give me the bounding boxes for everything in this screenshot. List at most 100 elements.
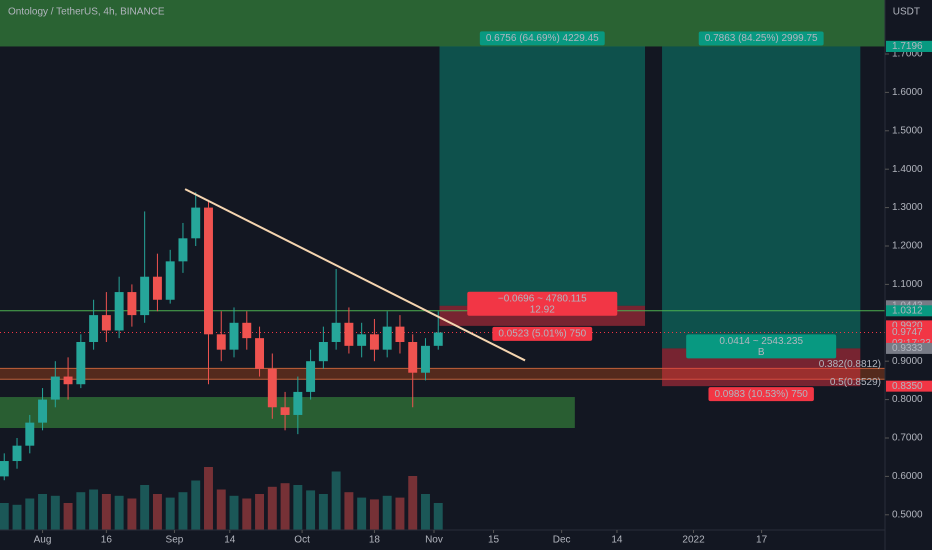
- volume-bar: [140, 485, 150, 530]
- stop-label: 0.0523 (5.01%) 750: [498, 329, 586, 340]
- symbol-header: Ontology / TetherUS, 4h, BINANCE: [8, 7, 165, 18]
- candle-body: [408, 341, 418, 373]
- candle-body: [357, 334, 367, 346]
- x-tick-label: Nov: [425, 535, 443, 546]
- y-tick-label: 0.6000: [892, 471, 923, 482]
- y-tick-label: 0.9000: [892, 356, 923, 367]
- y-tick-label: 1.2000: [892, 241, 923, 252]
- volume-bar: [280, 483, 290, 530]
- candle-body: [89, 315, 99, 342]
- candle-body: [331, 322, 341, 342]
- price-label: 0.9920: [892, 321, 923, 332]
- x-tick-label: Oct: [294, 535, 310, 546]
- volume-bar: [255, 494, 265, 530]
- candle-body: [229, 322, 239, 350]
- volume-bar: [216, 489, 226, 530]
- currency-label: USDT: [893, 7, 920, 18]
- volume-bar: [395, 497, 405, 530]
- price-label-box: [886, 380, 932, 392]
- volume-bar: [76, 492, 86, 530]
- volume-bar: [318, 494, 328, 530]
- candle-body: [63, 376, 73, 385]
- candle-body: [433, 332, 443, 346]
- candle-body: [101, 315, 111, 331]
- fib-label: 0.382(0.8812): [819, 359, 881, 370]
- candle-body: [382, 326, 392, 350]
- x-tick-label: Dec: [553, 535, 571, 546]
- x-tick-label: 18: [369, 535, 381, 546]
- position-target-zone: [662, 46, 861, 349]
- volume-bar: [152, 494, 162, 530]
- y-tick-label: 1.1000: [892, 279, 923, 290]
- volume-bar: [408, 476, 418, 530]
- volume-bar: [101, 494, 111, 530]
- plot-area: 0.382(0.8812) 0.5(0.8529) 0.6756 (64.69%) …: [0, 0, 885, 530]
- volume-bar: [50, 495, 60, 530]
- volume-bar: [369, 499, 379, 530]
- volume-bar: [0, 503, 9, 530]
- volume-bar: [433, 503, 443, 530]
- price-label: 0.9747: [892, 327, 923, 338]
- candle-body: [178, 238, 188, 262]
- y-tick-label: 1.4000: [892, 164, 923, 175]
- candle-body: [38, 399, 48, 423]
- fib-band: [0, 368, 885, 380]
- stop-label: 0.0983 (10.53%) 750: [714, 389, 808, 400]
- x-tick-label: 17: [756, 535, 768, 546]
- volume-bar: [127, 498, 137, 530]
- volume-bar: [306, 490, 316, 530]
- y-tick-label: 0.7000: [892, 433, 923, 444]
- candle-body: [293, 391, 303, 415]
- y-tick-label: 1.6000: [892, 87, 923, 98]
- volume-bar: [38, 494, 48, 530]
- position-target-zone: [439, 46, 646, 306]
- stop-label-box: [492, 326, 593, 341]
- volume-bar: [165, 497, 175, 530]
- price-label: 0.8350: [892, 381, 923, 392]
- candle-body: [165, 261, 175, 300]
- y-tick-label: 1.7000: [892, 49, 923, 60]
- candle-body: [191, 207, 201, 239]
- position-info-box: [467, 291, 618, 316]
- volume-bar: [267, 486, 277, 530]
- candle-body: [76, 341, 86, 385]
- candle-body: [127, 292, 137, 316]
- candle-body: [12, 445, 22, 462]
- volume-bar: [421, 494, 430, 530]
- volume-bar: [344, 492, 354, 530]
- target-label: 0.7863 (84.25%) 2999.75: [705, 33, 818, 44]
- x-tick-label: 2022: [682, 535, 705, 546]
- x-tick-label: Sep: [166, 535, 184, 546]
- position-info-box: [686, 334, 837, 359]
- volume-bar: [242, 498, 252, 530]
- volume-bar: [331, 471, 341, 530]
- candle-body: [280, 407, 290, 415]
- candle-body: [267, 368, 277, 408]
- y-tick-label: 0.5000: [892, 509, 923, 520]
- volume-bar: [12, 504, 22, 530]
- target-label-box: [698, 31, 824, 46]
- price-label: 1.0312: [892, 305, 923, 316]
- volume-bar: [114, 495, 124, 530]
- y-tick-label: 0.8000: [892, 394, 923, 405]
- position-info: −0.0696 ~ 4780.115: [498, 293, 587, 304]
- candle-body: [395, 326, 405, 342]
- trendline: [184, 188, 526, 362]
- price-label-box: [886, 40, 932, 52]
- candle-body: [255, 338, 265, 369]
- price-label: 0.9333: [892, 343, 923, 354]
- candle-body: [152, 276, 162, 300]
- candle-body: [0, 461, 9, 477]
- candle-body: [50, 376, 60, 400]
- candle-body: [140, 276, 150, 316]
- volume-bar: [178, 492, 188, 530]
- volume-bar: [89, 489, 99, 530]
- candle-body: [25, 422, 35, 446]
- volume-bar: [63, 503, 73, 530]
- candle-body: [421, 345, 430, 373]
- candle-body: [242, 322, 252, 339]
- target-label-box: [479, 31, 605, 46]
- x-tick-label: Aug: [34, 535, 52, 546]
